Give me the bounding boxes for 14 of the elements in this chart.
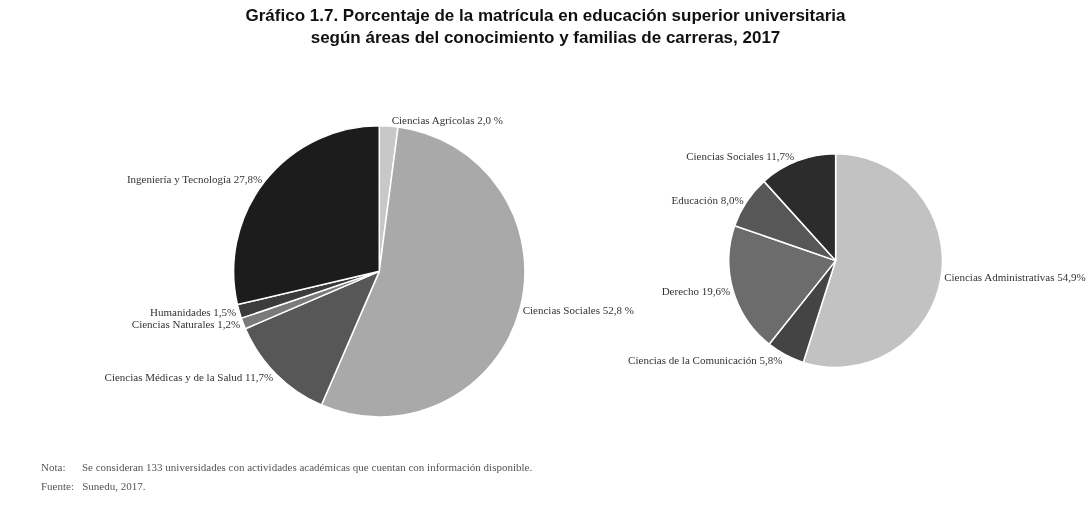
slice-label: Ciencias Médicas y de la Salud 11,7% [104, 371, 274, 384]
slice-label: Ciencias de la Comunicación 5,8% [628, 353, 783, 366]
slice-label: Educación 8,0% [671, 193, 744, 206]
slice-label: Ciencias Agrícolas 2,0 % [391, 114, 503, 127]
slice-label: Ciencias Naturales 1,2% [131, 318, 241, 331]
slice-label: Ingeniería y Tecnología 27,8% [126, 172, 263, 185]
slice-label: Ciencias Sociales 52,8 % [522, 304, 634, 317]
slice-label: Humanidades 1,5% [150, 305, 237, 318]
source-note: Fuente: Sunedu, 2017. [41, 480, 146, 492]
slice-label: Derecho 19,6% [661, 284, 731, 297]
slice-label: Ciencias Sociales 11,7% [686, 149, 795, 162]
slice-label: Ciencias Administrativas 54,9% [944, 271, 1086, 284]
text: Nota: Se consideran 133 universidades con actividades académicas que cuentan con información disponible. [41, 461, 533, 473]
chart-title: Gráfico 1.7. Porcentaje de la matrícula en educación superior universitaria según áreas del conocimiento y familias de carreras, 2017 [245, 6, 847, 48]
